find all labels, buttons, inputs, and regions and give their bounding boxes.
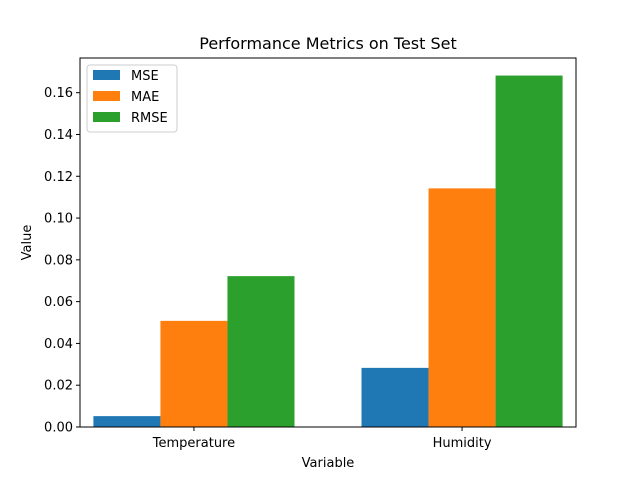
x-axis-label: Variable: [302, 456, 355, 471]
legend-swatch-mae: [93, 91, 120, 101]
chart-title: Performance Metrics on Test Set: [199, 34, 457, 53]
x-axis-ticks: Temperature Humidity: [152, 427, 492, 451]
y-tick-label: 0.14: [44, 128, 73, 143]
bar-mse-humidity: [361, 367, 429, 427]
y-tick-label: 0.00: [44, 421, 73, 436]
legend-swatch-rmse: [93, 112, 120, 122]
legend-label-mse: MSE: [131, 69, 159, 84]
legend-swatch-mse: [93, 70, 120, 80]
y-tick-label: 0.08: [44, 253, 73, 268]
y-axis-ticks: 0.00 0.02 0.04 0.06 0.08 0.10 0.12 0.14 0.16: [44, 86, 80, 436]
y-tick-label: 0.04: [44, 337, 73, 352]
bar-rmse-temperature: [227, 276, 295, 427]
y-tick-label: 0.06: [44, 295, 73, 310]
y-tick-label: 0.12: [44, 170, 73, 185]
bar-mae-humidity: [428, 188, 496, 427]
legend: MSE MAE RMSE: [86, 64, 178, 133]
y-tick-label: 0.02: [44, 379, 73, 394]
y-tick-label: 0.10: [44, 212, 73, 227]
legend-label-mae: MAE: [131, 90, 159, 105]
x-tick-label-temperature: Temperature: [152, 436, 235, 451]
x-tick-label-humidity: Humidity: [433, 436, 492, 451]
y-axis-label: Value: [20, 225, 35, 261]
plot-frame: [79, 57, 577, 428]
bar-mae-temperature: [160, 320, 228, 427]
bar-rmse-humidity: [495, 75, 563, 428]
bars-layer: [93, 75, 563, 428]
legend-label-rmse: RMSE: [131, 111, 168, 126]
bar-mse-temperature: [93, 416, 161, 427]
y-tick-label: 0.16: [44, 86, 73, 101]
